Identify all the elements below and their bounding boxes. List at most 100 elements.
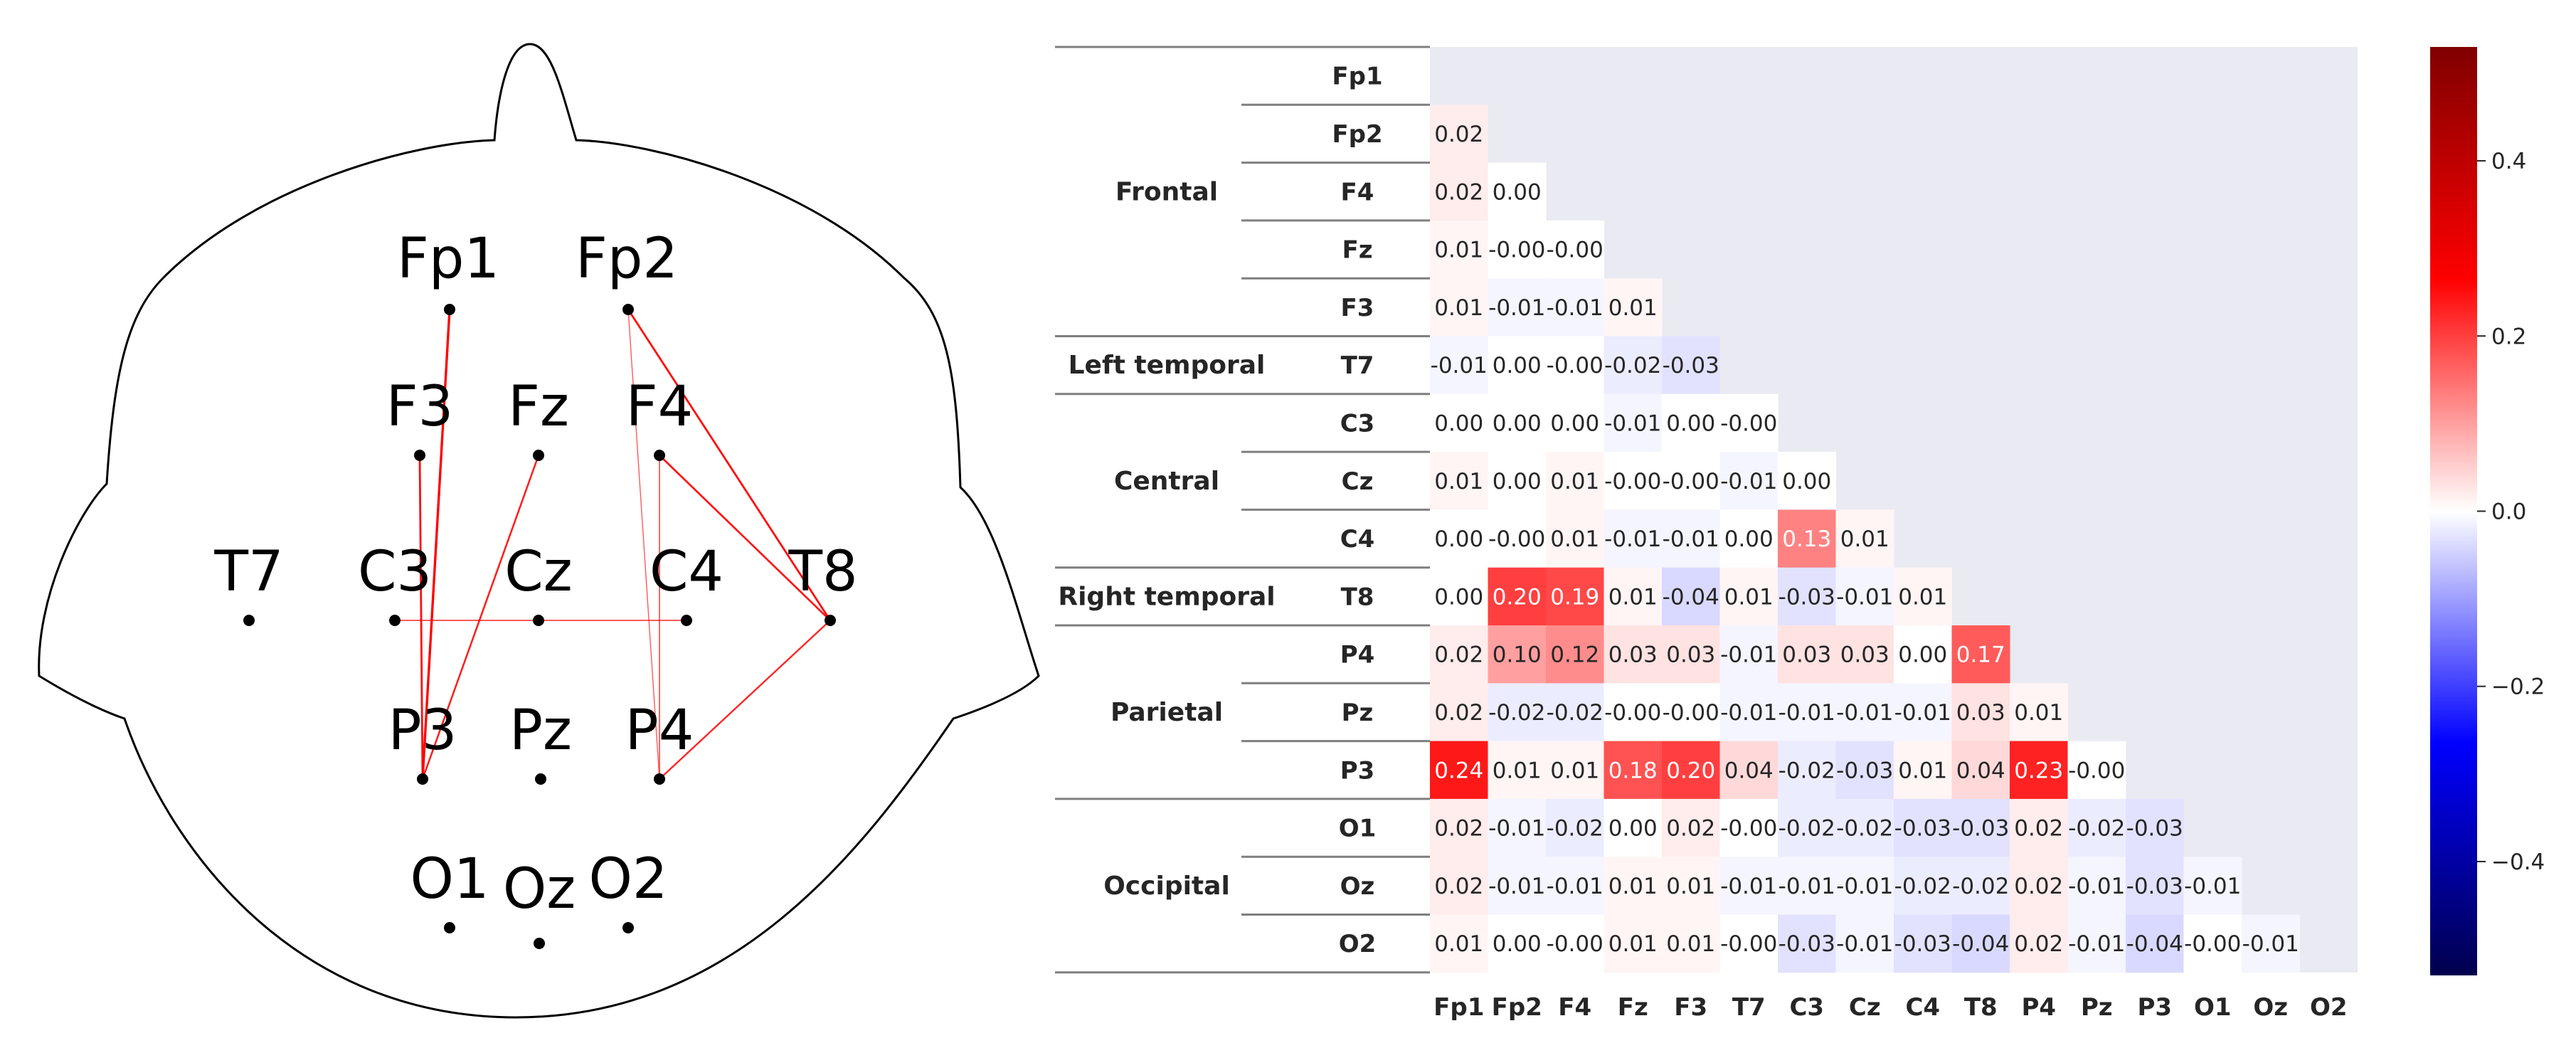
heatmap-cell-label: 0.03 xyxy=(1782,642,1831,668)
heatmap-cell-cz-f3 xyxy=(1662,452,1720,510)
heatmap-cell-label: 0.01 xyxy=(1550,526,1599,552)
heatmap-cell-cz-t7 xyxy=(1719,452,1779,510)
heatmap-cell-o2-cz xyxy=(1835,914,1894,973)
electrode-label-t7: T7 xyxy=(213,540,283,604)
electrode-label-o2: O2 xyxy=(588,847,667,911)
heatmap-cell-label: -0.01 xyxy=(1720,700,1777,726)
heatmap-cell-oz-fp2 xyxy=(1488,857,1547,915)
group-label-left-temporal: Left temporal xyxy=(1069,351,1266,380)
heatmap-cell-label: 0.01 xyxy=(1608,874,1658,899)
heatmap-cell-p3-fp1 xyxy=(1430,741,1488,800)
heatmap-cell-label: 0.01 xyxy=(1666,931,1715,957)
column-label-f4: F4 xyxy=(1558,993,1591,1022)
heatmap-cell-p4-fp1 xyxy=(1430,625,1488,684)
electrode-dot-c4 xyxy=(681,615,692,626)
heatmap-cell-oz-o1 xyxy=(2183,857,2242,915)
heatmap-cell-label: -0.00 xyxy=(1488,238,1545,263)
group-label-central: Central xyxy=(1114,467,1219,496)
electrode-dot-fp2 xyxy=(622,304,634,315)
heatmap-cell-label: -0.00 xyxy=(1547,238,1604,263)
electrode-dot-f3 xyxy=(414,450,425,461)
heatmap-cell-label: 0.03 xyxy=(1840,642,1889,668)
heatmap-cell-o2-fp2 xyxy=(1488,914,1547,973)
connections-layer xyxy=(395,309,832,780)
heatmap-cell-pz-t7 xyxy=(1719,683,1779,742)
heatmap-cell-label: 0.02 xyxy=(1666,816,1715,842)
electrode-dot-o1 xyxy=(444,922,455,933)
electrode-label-o1: O1 xyxy=(410,847,489,911)
heatmap-cell-label: -0.02 xyxy=(1779,816,1835,842)
heatmap-cell-f3-fp1 xyxy=(1430,278,1488,337)
heatmap-cell-label: -0.01 xyxy=(1663,526,1719,552)
heatmap-cell-label: -0.00 xyxy=(1604,469,1661,494)
heatmap-cell-cz-f4 xyxy=(1546,452,1604,510)
row-label-fz: Fz xyxy=(1342,236,1372,265)
electrode-label-cz: Cz xyxy=(504,540,572,604)
heatmap-cell-label: -0.01 xyxy=(1431,353,1488,378)
heatmap-cell-label: -0.01 xyxy=(1836,584,1893,610)
heatmap-cell-o2-c4 xyxy=(1894,914,1952,973)
heatmap-cell-o1-c3 xyxy=(1778,798,1836,857)
heatmap-cell-label: -0.02 xyxy=(1547,816,1604,842)
heatmap-cell-label: 0.02 xyxy=(1434,122,1483,147)
heatmap-cell-label: 0.01 xyxy=(1840,526,1889,552)
group-label-parietal: Parietal xyxy=(1111,698,1223,727)
colorbar-ticks: −0.4 −0.2 0.0 0.2 0.4 xyxy=(2477,149,2545,875)
heatmap-cell-label: 0.02 xyxy=(1434,700,1483,726)
heatmap-cell-o2-t7 xyxy=(1719,914,1779,973)
electrode-dot-cz xyxy=(533,615,544,626)
heatmap-cell-label: -0.00 xyxy=(1720,931,1777,957)
heatmap-cell-label: -0.02 xyxy=(2068,816,2125,842)
heatmap-cell-c4-fp1 xyxy=(1430,509,1488,568)
heatmap-cell-c3-fp1 xyxy=(1430,393,1488,452)
colorbar-tick-label: 0.2 xyxy=(2491,324,2526,349)
heatmap-cell-label: 0.01 xyxy=(1724,584,1774,610)
electrode-label-t8: T8 xyxy=(788,540,857,604)
column-label-f3: F3 xyxy=(1674,993,1707,1022)
heatmap-cell-o1-fz xyxy=(1604,798,1663,857)
heatmap-cell-cz-fp2 xyxy=(1488,452,1547,510)
heatmap-cell-p4-cz xyxy=(1835,625,1894,684)
heatmap-cell-label: -0.00 xyxy=(2184,931,2241,957)
heatmap-cell-pz-c4 xyxy=(1894,683,1952,742)
heatmap-cell-label: 0.02 xyxy=(2014,816,2063,842)
electrode-dot-oz xyxy=(534,938,545,949)
heatmap-cell-fz-f4 xyxy=(1546,220,1604,279)
heatmap-cell-c3-fp2 xyxy=(1488,393,1547,452)
column-label-oz: Oz xyxy=(2253,993,2288,1022)
heatmap-cell-pz-fp2 xyxy=(1488,683,1547,742)
heatmap-cell-oz-t7 xyxy=(1719,857,1779,915)
column-label-cz: Cz xyxy=(1849,993,1881,1022)
row-label-pz: Pz xyxy=(1342,699,1374,727)
electrode-label-fz: Fz xyxy=(508,375,569,439)
electrode-dot-fp1 xyxy=(444,304,455,315)
heatmap-cell-o2-fp1 xyxy=(1430,914,1488,973)
heatmap-cell-label: -0.01 xyxy=(1488,874,1545,899)
heatmap-cell-label: 0.00 xyxy=(1493,931,1542,957)
electrode-dot-c3 xyxy=(389,615,401,626)
heatmap-cell-label: 0.01 xyxy=(1434,238,1483,263)
heatmap-cell-label: -0.01 xyxy=(2068,874,2125,899)
heatmap-cell-label: -0.00 xyxy=(1547,353,1604,378)
heatmap-cell-pz-fz xyxy=(1604,683,1663,742)
heatmap-cell-label: -0.01 xyxy=(2184,874,2241,899)
heatmap-cell-t7-fp2 xyxy=(1488,336,1547,395)
heatmap-cell-oz-fz xyxy=(1604,857,1663,915)
heatmap-cell-oz-fp1 xyxy=(1430,857,1488,915)
heatmap-cell-label: 0.03 xyxy=(1608,642,1658,668)
column-label-c3: C3 xyxy=(1789,993,1824,1022)
heatmap-cell-o1-t7 xyxy=(1719,798,1779,857)
heatmap-cell-t7-f3 xyxy=(1662,336,1720,395)
heatmap-cell-t8-fp2 xyxy=(1488,567,1547,626)
heatmap-cell-oz-t8 xyxy=(1951,857,2010,915)
heatmap-cell-o1-f3 xyxy=(1662,798,1720,857)
heatmap-cell-label: 0.23 xyxy=(2014,758,2063,783)
row-label-cz: Cz xyxy=(1342,467,1374,496)
heatmap-cell-label: 0.00 xyxy=(1782,469,1831,494)
colorbar-gradient xyxy=(2430,47,2477,975)
heatmap-cell-label: 0.00 xyxy=(1434,584,1483,610)
heatmap-cell-c4-fz xyxy=(1604,509,1663,568)
heatmap-cell-f3-fp2 xyxy=(1488,278,1547,337)
colorbar-tick-label: −0.2 xyxy=(2491,674,2545,700)
electrode-dot-t7 xyxy=(243,615,255,626)
